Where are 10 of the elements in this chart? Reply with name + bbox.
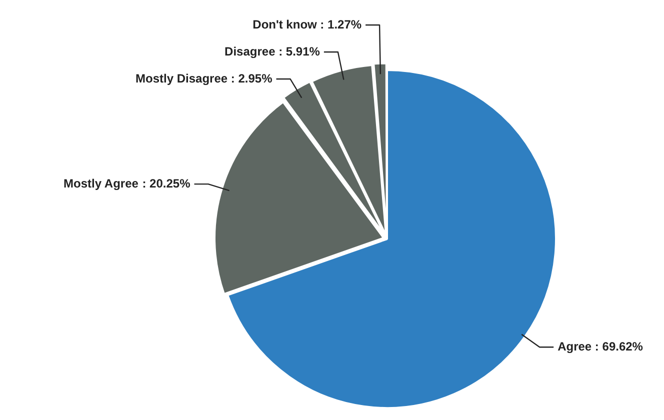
slice-label: Mostly Disagree [136, 71, 228, 86]
slice-label: Mostly Agree [64, 176, 139, 190]
data-label: : 1.27% [320, 17, 362, 32]
slice-label: Disagree [224, 44, 276, 58]
data-label: : 2.95% [230, 71, 273, 86]
slice-label: Don't know [252, 17, 318, 32]
data-label: : 20.25% [142, 176, 191, 190]
data-label: : 5.91% [278, 44, 320, 58]
slice-label: Agree [558, 339, 592, 354]
data-label: : 69.62% [594, 339, 644, 354]
